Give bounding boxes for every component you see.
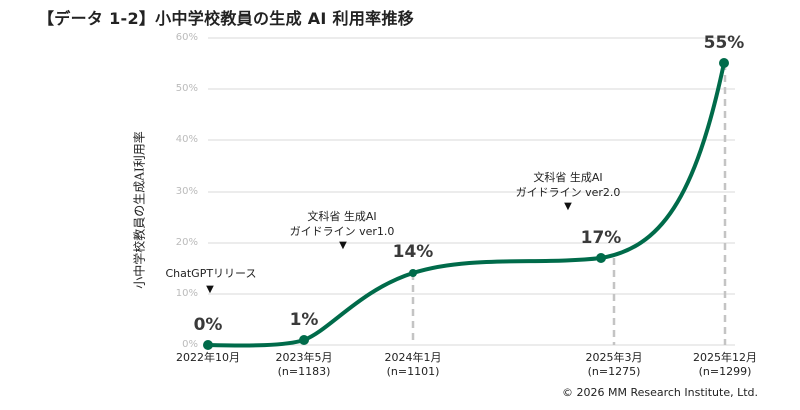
value-label: 0%: [193, 315, 223, 335]
annotation-guideline-v2: 文科省 生成AI ガイドライン ver2.0: [515, 171, 621, 199]
x-tick: 2024年1月 (n=1101): [384, 351, 442, 378]
value-label: 1%: [289, 310, 319, 330]
data-line: [206, 61, 726, 348]
y-tick: 30%: [175, 186, 198, 197]
value-label: 14%: [392, 242, 434, 262]
x-tick: 2025年12月 (n=1299): [693, 351, 757, 378]
triangle-down-icon: ▼: [564, 201, 572, 212]
chart-title: 【データ 1-2】小中学校教員の生成 AI 利用率推移: [38, 9, 415, 28]
y-tick: 50%: [175, 83, 198, 94]
annotation-guideline-v1: 文科省 生成AI ガイドライン ver1.0: [289, 210, 395, 238]
x-tick: 2023年5月 (n=1183): [275, 351, 333, 378]
y-tick: 60%: [175, 32, 198, 43]
x-tick: 2022年10月: [176, 351, 240, 364]
annotation-chatgpt: ChatGPTリリース: [165, 267, 257, 280]
drop-lines: [411, 63, 727, 345]
y-tick: 10%: [175, 288, 198, 299]
gridlines: [208, 37, 735, 346]
triangle-down-icon: ▼: [206, 284, 214, 295]
copyright: © 2026 MM Research Institute, Ltd.: [561, 386, 758, 399]
y-tick: 20%: [175, 237, 198, 248]
y-tick: 40%: [175, 134, 198, 145]
value-label: 55%: [703, 33, 745, 53]
triangle-down-icon: ▼: [339, 240, 347, 251]
y-tick: 0%: [182, 339, 198, 350]
value-label: 17%: [580, 228, 622, 248]
data-markers: [203, 58, 729, 350]
x-tick: 2025年3月 (n=1275): [585, 351, 643, 378]
